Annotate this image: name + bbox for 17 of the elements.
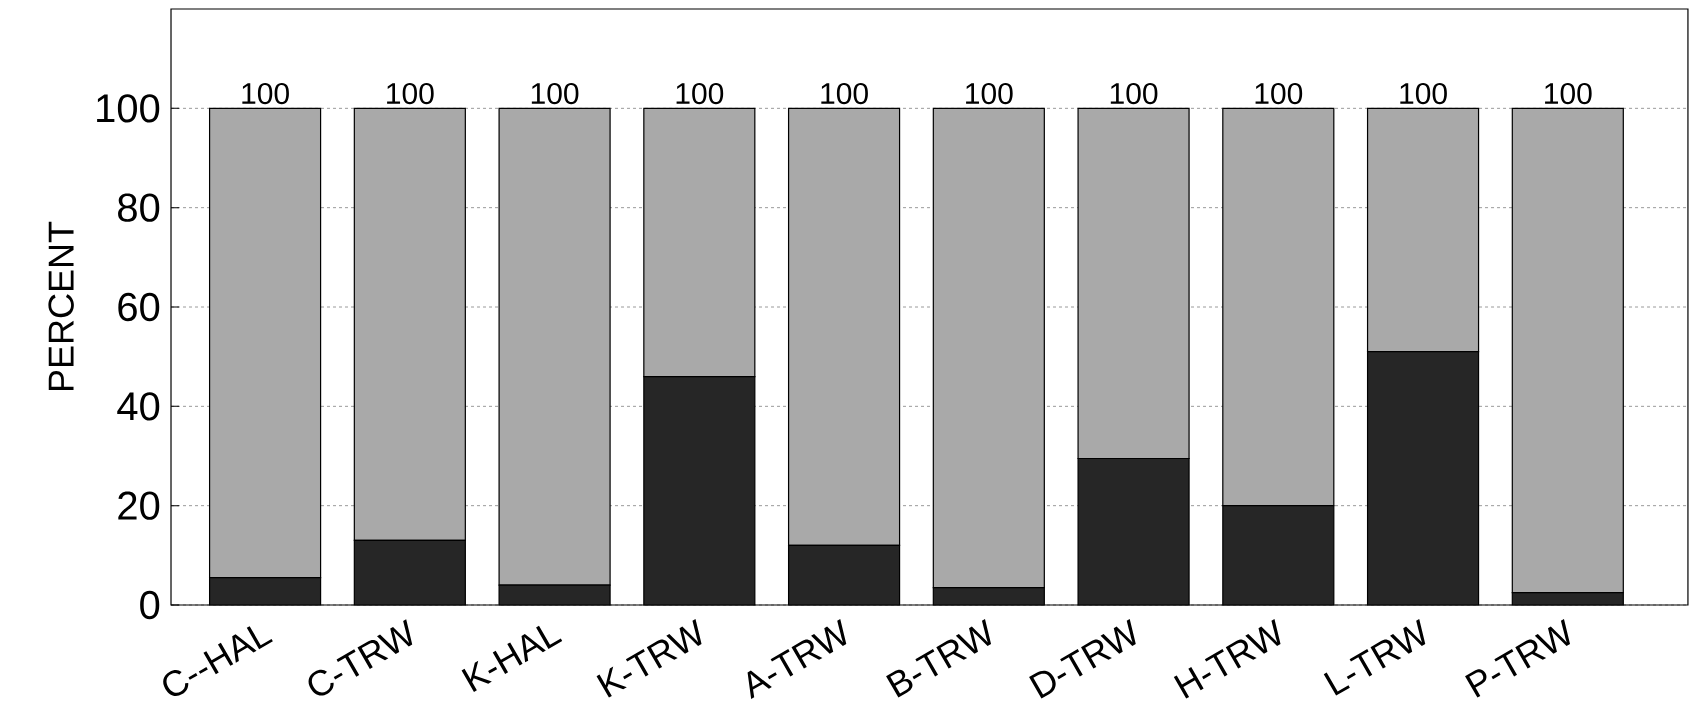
y-tick-label: 40: [117, 392, 160, 421]
total-label: 100: [1400, 82, 1447, 105]
total-label: 100: [242, 82, 289, 105]
total-label: 100: [531, 82, 579, 105]
total-label: 100: [676, 82, 724, 105]
total-label: 100: [966, 82, 1013, 105]
total-label: 100: [821, 82, 868, 105]
y-tick-label: 60: [118, 292, 160, 322]
y-axis-title: PERCENT: [48, 221, 74, 391]
total-label: 100: [1110, 82, 1158, 105]
total-label: 100: [1545, 82, 1592, 105]
y-tick-label: 100: [97, 94, 160, 123]
total-label: 100: [1255, 82, 1303, 105]
y-tick-label: 0: [140, 590, 160, 620]
y-tick-label: 20: [118, 491, 160, 520]
total-label: 100: [387, 82, 434, 105]
y-tick-label: 80: [118, 193, 160, 222]
